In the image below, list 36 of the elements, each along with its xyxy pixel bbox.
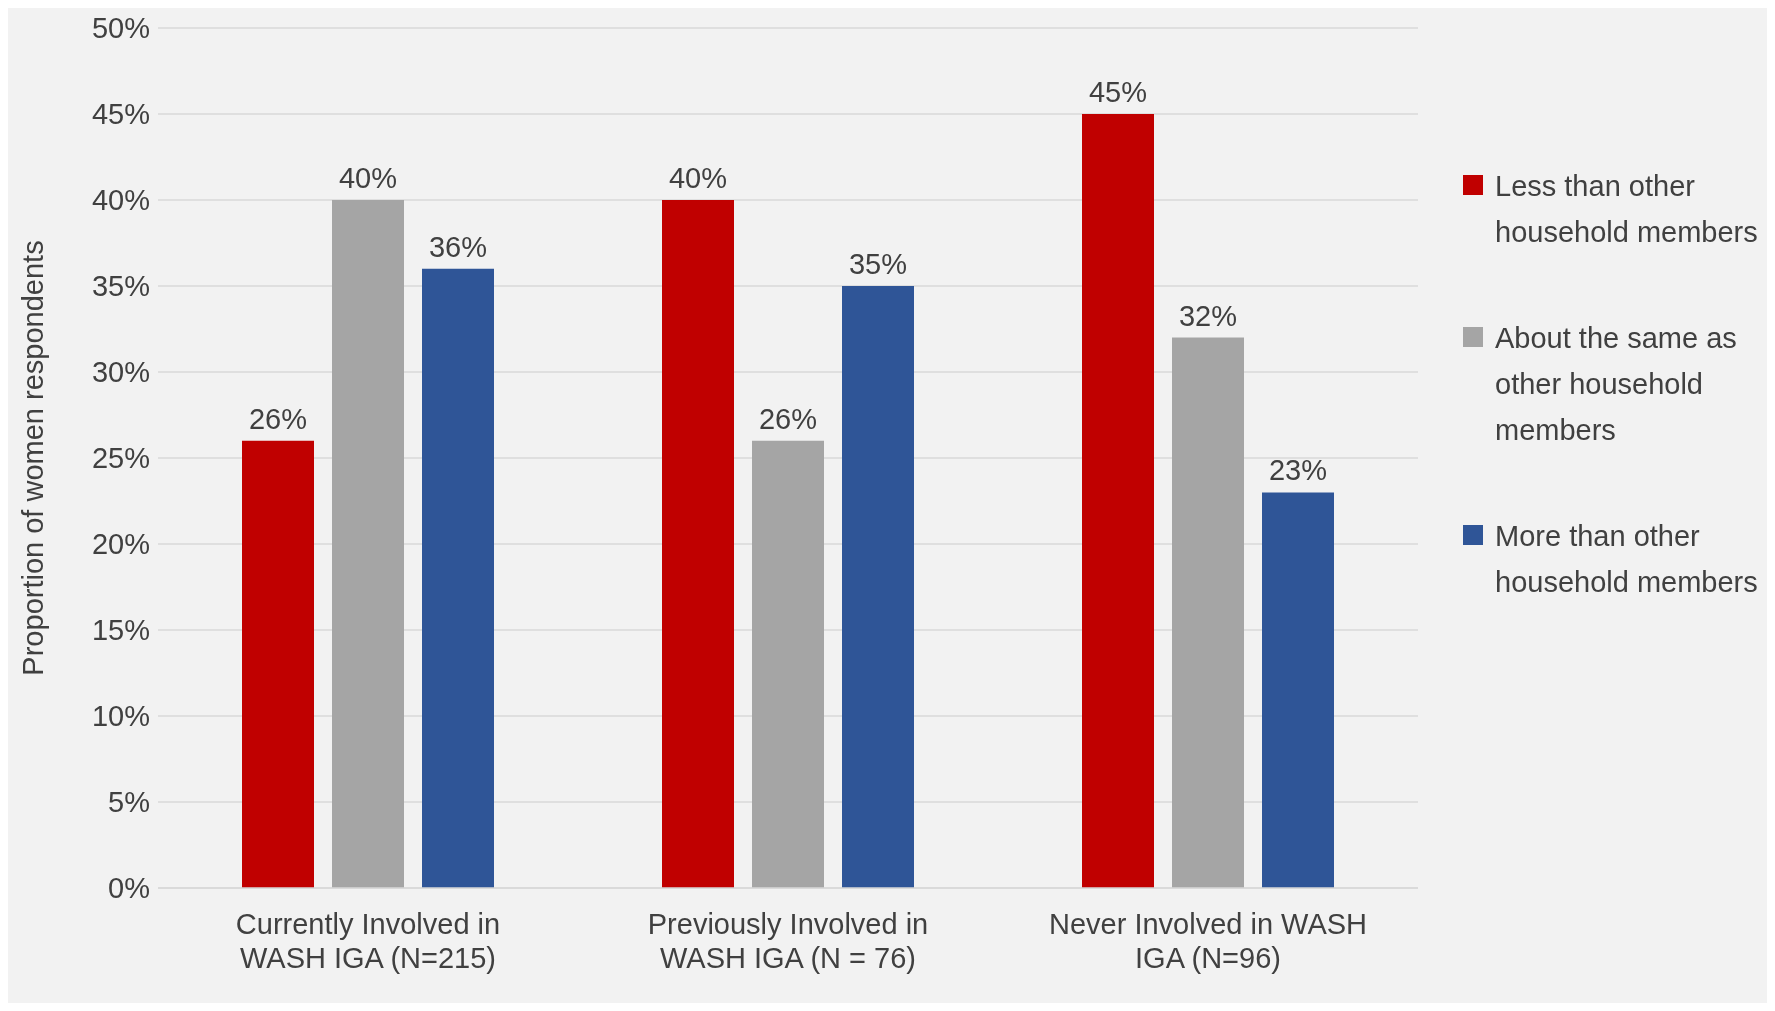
y-tick-label: 20% bbox=[91, 528, 150, 561]
data-label: 35% bbox=[848, 248, 908, 280]
y-tick-label: 40% bbox=[91, 184, 150, 217]
data-label: 26% bbox=[248, 402, 308, 435]
data-label: 23% bbox=[1268, 454, 1328, 487]
y-tick-label: 25% bbox=[91, 442, 150, 475]
data-label: 45% bbox=[1088, 76, 1148, 108]
bar bbox=[752, 440, 824, 888]
data-label: 36% bbox=[428, 230, 488, 263]
y-tick-label: 50% bbox=[91, 12, 150, 45]
x-tick-label: Currently Involved in WASH IGA (N=215) bbox=[235, 908, 501, 974]
data-label: 40% bbox=[668, 162, 728, 194]
y-tick-label: 15% bbox=[91, 614, 150, 647]
bar bbox=[1262, 492, 1334, 888]
y-tick-label: 30% bbox=[91, 356, 150, 389]
legend-label: More than other household members bbox=[1495, 519, 1759, 600]
data-label: 32% bbox=[1178, 299, 1238, 332]
x-tick-label: Previously Involved in WASH IGA (N = 76) bbox=[647, 908, 929, 974]
y-tick-label: 0% bbox=[108, 872, 150, 905]
data-label: 40% bbox=[338, 162, 398, 194]
data-label: 26% bbox=[758, 402, 818, 435]
bar bbox=[1082, 114, 1154, 888]
bar bbox=[242, 440, 314, 888]
y-axis-title: Proportion of women respondents bbox=[17, 240, 50, 676]
bar bbox=[662, 200, 734, 888]
x-tick-label: Never Involved in WASH IGA (N=96) bbox=[1048, 908, 1368, 974]
y-tick-label: 45% bbox=[91, 98, 150, 131]
y-tick-label: 35% bbox=[91, 270, 150, 303]
bar bbox=[1172, 337, 1244, 888]
bar bbox=[332, 200, 404, 888]
y-tick-label: 10% bbox=[91, 700, 150, 733]
legend-label: About the same as other household members bbox=[1495, 321, 1738, 448]
y-tick-label: 5% bbox=[108, 786, 150, 819]
legend-label: Less than other household members bbox=[1495, 169, 1759, 250]
bar bbox=[842, 286, 914, 888]
bar bbox=[422, 268, 494, 888]
